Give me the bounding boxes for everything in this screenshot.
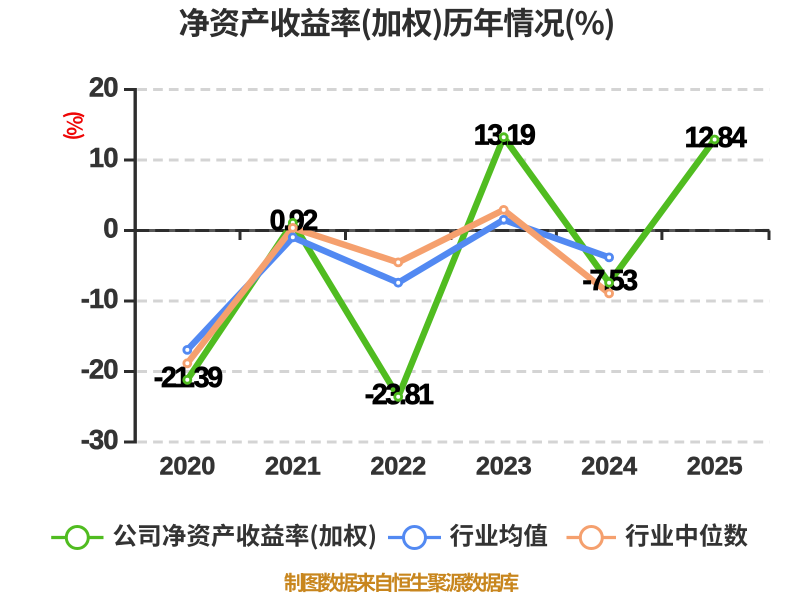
svg-text:0: 0 [103,213,118,244]
svg-text:10: 10 [89,142,118,173]
svg-text:2024: 2024 [581,453,637,481]
svg-text:2020: 2020 [159,453,215,481]
svg-text:20: 20 [89,72,118,103]
svg-text:13.19: 13.19 [474,120,535,152]
svg-text:2025: 2025 [687,453,743,481]
svg-text:-10: -10 [81,283,118,314]
svg-text:2022: 2022 [370,453,426,481]
svg-text:2021: 2021 [265,453,321,481]
svg-text:-21.39: -21.39 [154,362,222,394]
svg-text:-30: -30 [81,424,118,455]
svg-text:2023: 2023 [476,453,532,481]
svg-text:-20: -20 [81,354,118,385]
